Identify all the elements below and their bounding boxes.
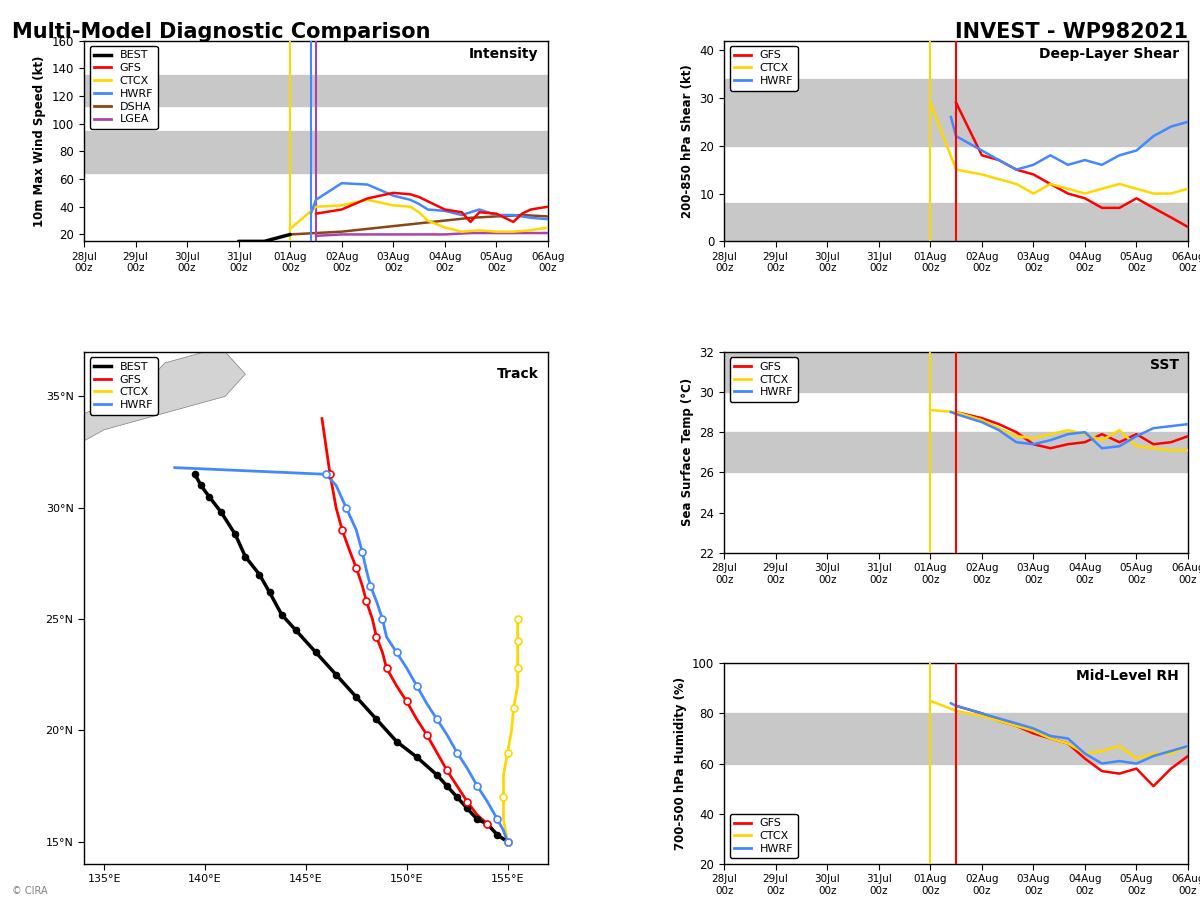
Point <box>306 645 325 660</box>
Text: Deep-Layer Shear: Deep-Layer Shear <box>1038 47 1178 60</box>
Legend: GFS, CTCX, HWRF: GFS, CTCX, HWRF <box>730 814 798 859</box>
Point <box>326 668 346 682</box>
Text: Track: Track <box>497 367 539 382</box>
Point <box>427 768 446 782</box>
Legend: BEST, GFS, CTCX, HWRF, DSHA, LGEA: BEST, GFS, CTCX, HWRF, DSHA, LGEA <box>90 46 157 129</box>
Point <box>367 712 386 726</box>
Bar <box>724 432 1188 473</box>
Bar <box>724 79 1188 146</box>
Text: Mid-Level RH: Mid-Level RH <box>1076 670 1178 683</box>
Y-axis label: 10m Max Wind Speed (kt): 10m Max Wind Speed (kt) <box>34 55 47 227</box>
Text: Multi-Model Diagnostic Comparison: Multi-Model Diagnostic Comparison <box>12 22 431 42</box>
Y-axis label: 700-500 hPa Humidity (%): 700-500 hPa Humidity (%) <box>673 677 686 850</box>
Point <box>250 567 269 581</box>
Point <box>235 550 254 564</box>
Point <box>226 527 245 542</box>
Bar <box>724 352 1188 392</box>
Point <box>199 490 218 504</box>
Point <box>407 750 426 764</box>
Point <box>488 828 508 842</box>
Point <box>347 689 366 704</box>
Y-axis label: 200-850 hPa Shear (kt): 200-850 hPa Shear (kt) <box>680 64 694 218</box>
Point <box>191 478 210 492</box>
Point <box>498 834 517 849</box>
Point <box>286 623 305 637</box>
Text: © CIRA: © CIRA <box>12 886 48 896</box>
Text: INVEST - WP982021: INVEST - WP982021 <box>955 22 1188 42</box>
Y-axis label: Sea Surface Temp (°C): Sea Surface Temp (°C) <box>680 378 694 526</box>
Text: SST: SST <box>1150 358 1178 372</box>
Point <box>448 790 467 805</box>
Bar <box>724 203 1188 241</box>
Legend: GFS, CTCX, HWRF: GFS, CTCX, HWRF <box>730 357 798 401</box>
Point <box>457 801 476 815</box>
Point <box>468 813 487 827</box>
Bar <box>84 75 548 105</box>
Point <box>478 816 497 831</box>
Legend: GFS, CTCX, HWRF: GFS, CTCX, HWRF <box>730 46 798 91</box>
Point <box>388 734 407 749</box>
Point <box>211 505 230 519</box>
Bar <box>84 130 548 174</box>
Bar <box>724 714 1188 763</box>
Text: Intensity: Intensity <box>469 47 539 60</box>
Point <box>185 467 204 482</box>
Point <box>272 608 292 622</box>
Polygon shape <box>4 352 245 485</box>
Point <box>438 778 457 793</box>
Point <box>260 585 280 599</box>
Legend: BEST, GFS, CTCX, HWRF: BEST, GFS, CTCX, HWRF <box>90 357 157 415</box>
